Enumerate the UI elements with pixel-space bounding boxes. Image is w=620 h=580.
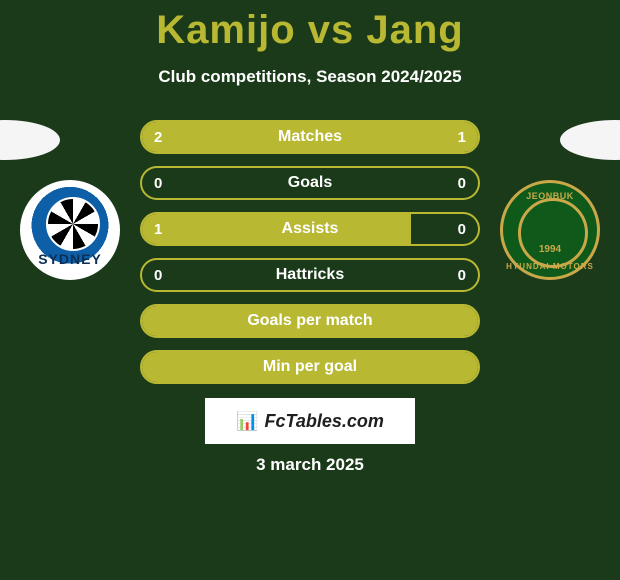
team-right-ring-icon [518,198,588,268]
stat-value-right: 0 [458,168,466,198]
team-left-name: SYDNEY [23,251,117,267]
team-left-name-top: SYDNEY [38,251,102,267]
team-right-year: 1994 [503,244,597,255]
stat-value-right: 0 [458,214,466,244]
chart-icon: 📊 [236,411,258,432]
stat-value-right: 1 [458,122,466,152]
stat-label: Assists [142,214,478,244]
stat-value-left: 0 [154,260,162,290]
page-title: Kamijo vs Jang [0,0,620,53]
stat-label: Matches [142,122,478,152]
watermark-badge: 📊 FcTables.com [205,398,415,444]
stat-label: Min per goal [142,352,478,382]
page-subtitle: Club competitions, Season 2024/2025 [0,67,620,87]
stat-row-hattricks: Hattricks0 0 [140,258,480,292]
stat-label: Hattricks [142,260,478,290]
date-label: 3 march 2025 [0,455,620,475]
stat-row-assists: Assists1 0 [140,212,480,246]
player-right-silhouette [560,120,620,160]
stat-label: Goals [142,168,478,198]
player-left-silhouette [0,120,60,160]
stat-value-left: 1 [154,214,162,244]
stat-label: Goals per match [142,306,478,336]
stat-row-matches: Matches2 1 [140,120,480,154]
stat-value-left: 0 [154,168,162,198]
soccer-ball-icon [46,197,100,251]
stat-value-left: 2 [154,122,162,152]
stat-value-right: 0 [458,260,466,290]
stat-row-goals: Goals0 0 [140,166,480,200]
watermark-text: FcTables.com [265,411,384,432]
team-right-name-bot: HYUNDAI MOTORS [503,262,597,271]
stats-container: Matches21Goals00Assists10Hattricks00Goal… [140,120,480,396]
team-right-crest: JEONBUK 1994 HYUNDAI MOTORS [500,180,600,280]
team-left-crest: SYDNEY [20,180,120,280]
stat-row-min-per-goal: Min per goal [140,350,480,384]
stat-row-goals-per-match: Goals per match [140,304,480,338]
